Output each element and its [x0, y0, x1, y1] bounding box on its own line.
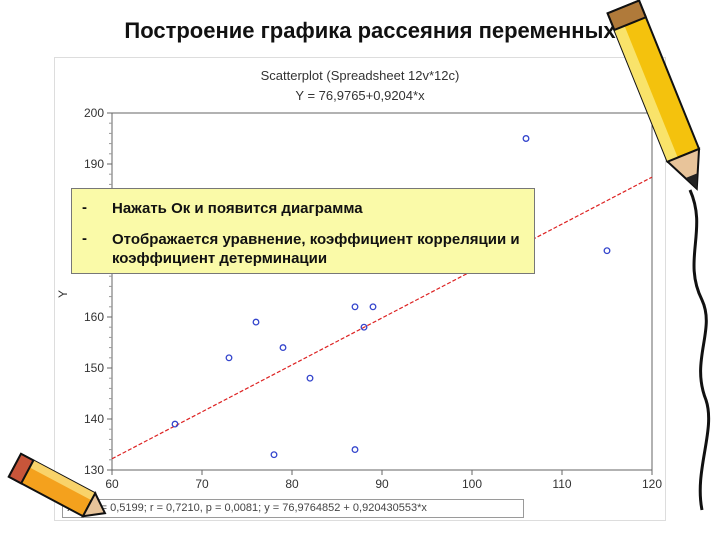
- data-point: [171, 420, 179, 428]
- x-tick-label: 100: [462, 477, 482, 491]
- x-tick-label: 60: [105, 477, 119, 491]
- data-point: [351, 446, 359, 454]
- data-point: [252, 318, 260, 326]
- bullet-text: Отображается уравнение, коэффициент корр…: [112, 231, 520, 267]
- data-point: [270, 451, 278, 459]
- y-tick-label: 200: [84, 106, 104, 120]
- data-point: [306, 374, 314, 382]
- regression-line: [111, 176, 653, 460]
- y-tick-label: 190: [84, 157, 104, 171]
- instruction-callout: - Нажать Ок и появится диаграмма - Отобр…: [71, 188, 535, 274]
- regression-line-layer: [111, 176, 653, 460]
- x-tick-label: 80: [285, 477, 299, 491]
- data-point: [360, 323, 368, 331]
- bullet-marker: -: [82, 199, 87, 216]
- y-tick-label: 140: [84, 412, 104, 426]
- data-points: [171, 135, 611, 459]
- x-tick-label: 70: [195, 477, 209, 491]
- scatterplot-chart: Scatterplot (Spreadsheet 12v*12c) Y = 76…: [56, 68, 662, 491]
- data-point: [225, 354, 233, 362]
- y-tick-label: 130: [84, 463, 104, 477]
- data-point: [279, 344, 287, 352]
- slide-title: Построение графика рассеяния переменных: [124, 18, 616, 43]
- pencil-clipart-right: [606, 0, 711, 511]
- x-tick-label: 120: [642, 477, 662, 491]
- data-point: [369, 303, 377, 311]
- regression-equation: Y = 76,9765+0,9204*x: [295, 88, 425, 103]
- y-axis-label: Y: [56, 290, 70, 298]
- chart-title: Scatterplot (Spreadsheet 12v*12c): [261, 68, 460, 83]
- scatterplot-window: Scatterplot (Spreadsheet 12v*12c) Y = 76…: [55, 58, 665, 520]
- bullet-marker: -: [82, 230, 87, 247]
- data-point: [351, 303, 359, 311]
- pencil-clipart-left: [7, 452, 107, 518]
- data-point: [603, 247, 611, 255]
- axes: 6070809010011012013014015016017018019020…: [84, 106, 662, 491]
- y-tick-label: 160: [84, 310, 104, 324]
- regression-stats: X:Y: r² = 0,5199; r = 0,7210, p = 0,0081…: [62, 499, 524, 518]
- y-tick-label: 150: [84, 361, 104, 375]
- bullet-text: Нажать Ок и появится диаграмма: [112, 200, 363, 217]
- x-tick-label: 110: [552, 477, 571, 491]
- data-point: [522, 135, 530, 142]
- x-tick-label: 90: [375, 477, 389, 491]
